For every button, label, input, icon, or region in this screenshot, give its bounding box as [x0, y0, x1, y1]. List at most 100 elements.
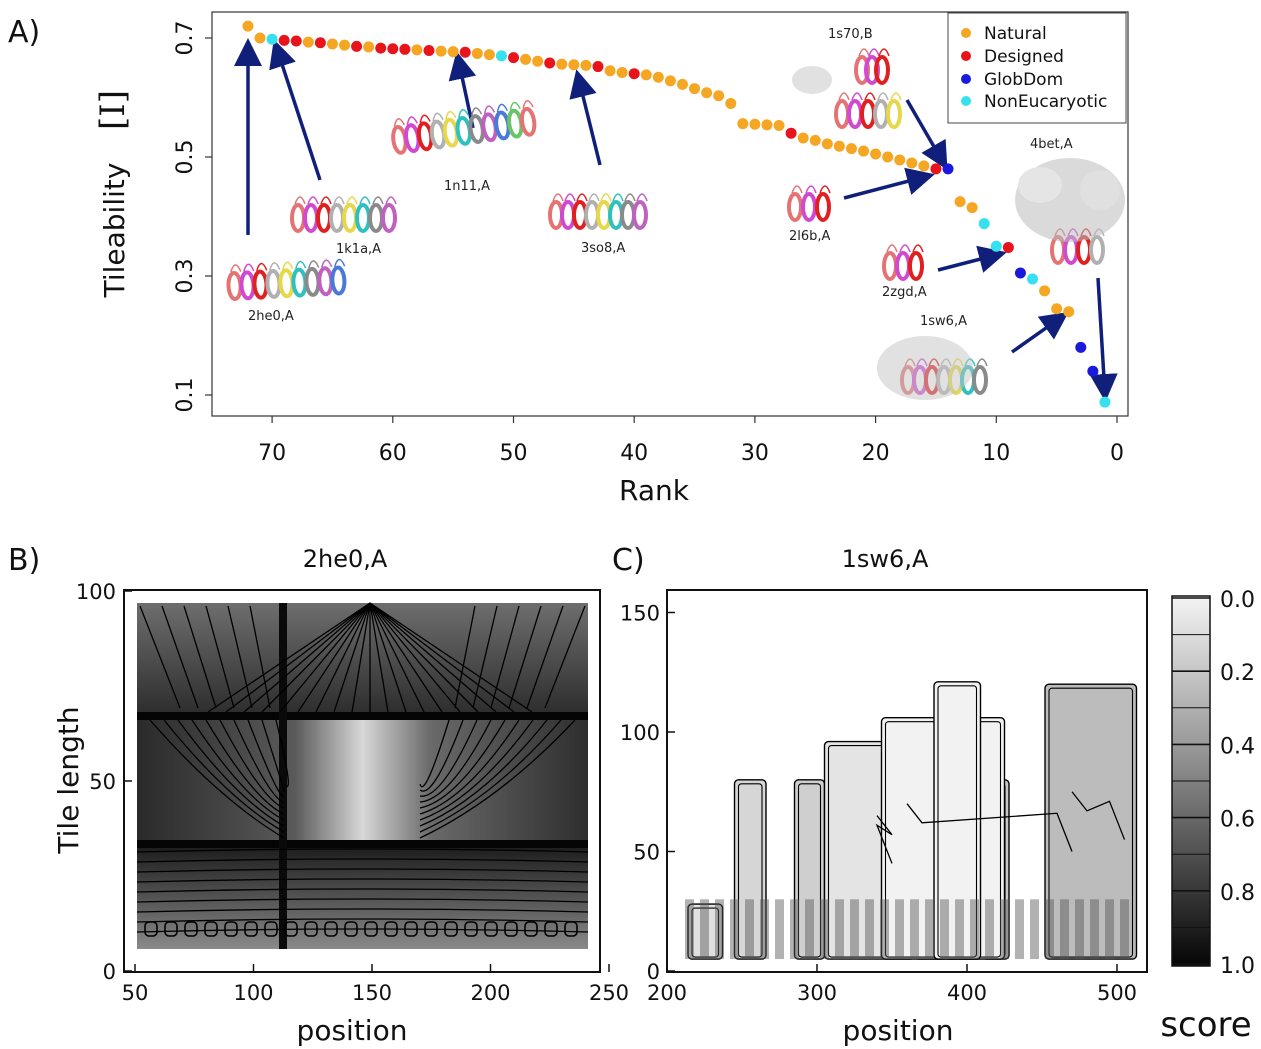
protein-cartoon: [834, 92, 902, 129]
x-tick-label: 200: [647, 981, 687, 1005]
protein-cartoon: [226, 258, 347, 301]
annotation-arrows: [234, 38, 1118, 402]
plot-a-y-ticks: 0.1 0.3 0.5 0.7: [173, 21, 212, 413]
data-point-designed: [290, 35, 302, 47]
data-point-noneucaryotic: [495, 50, 507, 62]
data-point-natural: [737, 118, 749, 130]
protein-cartoon: [391, 99, 537, 155]
x-tick-label: 150: [352, 981, 392, 1005]
data-point-natural: [954, 196, 966, 208]
colorbar-tick-label: 0.0: [1220, 588, 1255, 613]
plot-a-y-label: Tileability: [98, 163, 131, 299]
data-point-globdom: [1014, 267, 1026, 279]
x-tick-label: 70: [258, 441, 286, 466]
data-point-designed: [785, 127, 797, 139]
data-point-natural: [713, 90, 725, 102]
y-tick-label: 0: [647, 960, 660, 984]
data-point-natural: [906, 157, 918, 169]
protein-cartoon: [290, 196, 397, 233]
x-tick-label: 300: [797, 981, 837, 1005]
data-point-natural: [689, 83, 701, 95]
x-tick-label: 400: [947, 981, 987, 1005]
data-point-designed: [278, 34, 290, 46]
data-point-natural: [363, 41, 375, 53]
globular-domain-1s70: [792, 66, 832, 94]
data-point-natural: [676, 78, 688, 90]
data-point-natural: [858, 145, 870, 157]
data-point-globdom: [942, 163, 954, 175]
plot-a-y-symbol: [I]: [93, 90, 133, 130]
annotation-2zgd: 2zgd,A: [882, 285, 927, 300]
colorbar-tick-label: 0.4: [1220, 734, 1255, 759]
data-point-designed: [930, 163, 942, 175]
data-point-natural: [882, 151, 894, 163]
plot-c-y-ticks: 0 50 100 150: [620, 602, 675, 984]
data-point-designed: [351, 40, 363, 52]
plot-a-legend: Natural Designed GlobDom NonEucaryotic: [947, 12, 1127, 124]
x-tick-label: 10: [982, 441, 1010, 466]
x-tick-label: 100: [233, 981, 273, 1005]
plot-a-frame: [211, 11, 1129, 417]
plot-c-title: 1sw6,A: [842, 545, 929, 573]
data-point-designed: [387, 43, 399, 55]
data-point-natural: [532, 55, 544, 67]
panel-b-label: B): [8, 543, 40, 578]
data-point-designed: [423, 44, 435, 56]
plot-b-y-label: Tile length: [52, 706, 85, 854]
data-point-natural: [821, 138, 833, 150]
data-point-natural: [242, 20, 254, 32]
data-point-natural: [797, 132, 809, 144]
x-tick-label: 0: [1110, 441, 1124, 466]
data-point-natural: [773, 119, 785, 131]
plot-b-x-ticks: 50 100 150 200 250: [122, 964, 629, 1005]
y-tick-label: 0.1: [173, 378, 198, 413]
plot-c-heatmap: [685, 681, 1138, 960]
colorbar-tick-label: 0.8: [1220, 881, 1255, 906]
data-point-natural: [435, 45, 447, 57]
x-tick-label: 50: [122, 981, 149, 1005]
data-point-natural: [1051, 303, 1063, 315]
data-point-designed: [399, 43, 411, 55]
data-point-natural: [1063, 306, 1075, 318]
data-point-designed: [314, 37, 326, 49]
data-point-natural: [845, 143, 857, 155]
legend-marker-noneucaryotic: [961, 96, 971, 106]
legend-marker-globdom: [961, 74, 971, 84]
annotation-1sw6: 1sw6,A: [920, 314, 967, 329]
protein-cartoon: [854, 48, 890, 85]
y-tick-label: 100: [76, 580, 116, 604]
plot-b-y-ticks: 0 50 100: [76, 580, 132, 984]
plot-a-points: [242, 20, 1111, 408]
panel-a-label: A): [8, 15, 40, 50]
data-point-designed: [1002, 241, 1014, 253]
data-point-natural: [604, 65, 616, 77]
plot-c-x-label: position: [843, 1014, 954, 1047]
data-point-natural: [471, 47, 483, 59]
annotation-2l6b: 2l6b,A: [789, 229, 831, 244]
y-tick-label: 0: [103, 960, 116, 984]
legend-natural: Natural: [984, 24, 1047, 44]
data-point-natural: [411, 44, 423, 56]
globular-domain-1sw6: [877, 336, 973, 400]
data-point-natural: [254, 32, 266, 44]
data-point-natural: [761, 119, 773, 131]
data-point-noneucaryotic: [1027, 273, 1039, 285]
colorbar-tick-label: 0.6: [1220, 808, 1255, 833]
data-point-natural: [568, 59, 580, 71]
annotation-3so8: 3so8,A: [581, 241, 625, 256]
data-point-natural: [580, 59, 592, 71]
data-point-natural: [520, 53, 532, 65]
colorbar-label: score: [1160, 1005, 1251, 1045]
colorbar-tick-label: 0.2: [1220, 661, 1255, 686]
y-tick-label: 50: [633, 841, 660, 865]
annotation-2he0: 2he0,A: [248, 309, 294, 324]
data-point-designed: [375, 42, 387, 54]
data-point-natural: [652, 71, 664, 83]
data-point-natural: [701, 87, 713, 99]
x-tick-label: 30: [741, 441, 769, 466]
data-point-natural: [894, 154, 906, 166]
data-point-designed: [544, 57, 556, 69]
legend-marker-natural: [961, 28, 971, 38]
data-point-natural: [809, 134, 821, 146]
